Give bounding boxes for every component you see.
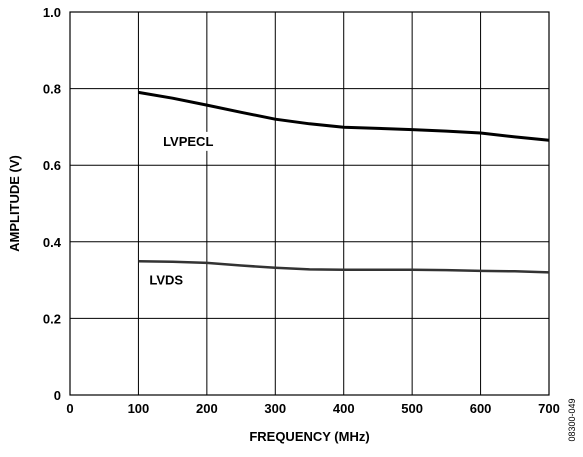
- x-tick-label: 100: [128, 401, 150, 416]
- x-tick-label: 400: [333, 401, 355, 416]
- grid: [70, 12, 549, 395]
- x-tick-label: 300: [264, 401, 286, 416]
- series-line-lvds: [138, 260, 550, 274]
- series-line-lvpecl: [138, 90, 550, 142]
- y-tick-label: 0.4: [43, 235, 62, 250]
- y-tick-label: 0.6: [43, 158, 61, 173]
- tick-labels: 0 100 200 300 400 500 600 700 0 0.2 0.4 0.6 0.8 1.0: [43, 5, 560, 416]
- plot-frame: [69, 11, 550, 396]
- x-tick-label: 200: [196, 401, 218, 416]
- series-label-background: [146, 270, 187, 290]
- series-label-lvpecl: LVPECL: [163, 134, 213, 149]
- figure-id-label: 08300-049: [567, 398, 577, 441]
- y-tick-label: 0.8: [43, 82, 61, 97]
- series-layer: [138, 90, 550, 274]
- series-label-background: [160, 131, 217, 151]
- x-tick-label: 500: [401, 401, 423, 416]
- x-tick-label: 600: [470, 401, 492, 416]
- x-tick-label: 0: [66, 401, 73, 416]
- y-tick-label: 1.0: [43, 5, 61, 20]
- y-tick-label: 0.2: [43, 311, 61, 326]
- x-axis-label: FREQUENCY (MHz): [249, 429, 369, 444]
- y-axis-label: AMPLITUDE (V): [7, 155, 22, 252]
- x-tick-label: 700: [538, 401, 560, 416]
- y-tick-label: 0: [54, 388, 61, 403]
- series-label-lvds: LVDS: [149, 273, 183, 288]
